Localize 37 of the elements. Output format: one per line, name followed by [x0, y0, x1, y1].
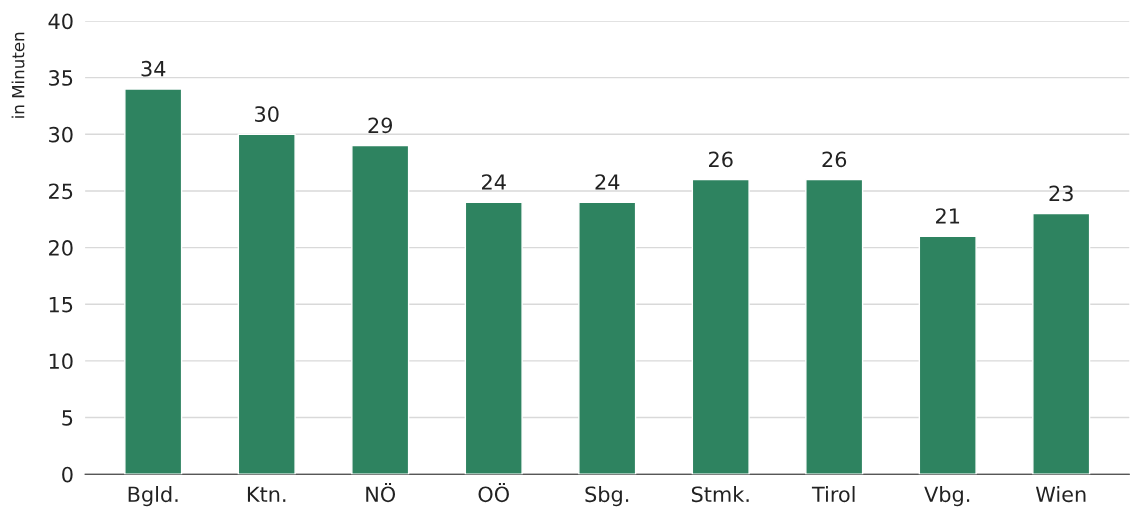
- bar: [237, 133, 296, 475]
- y-tick-label: 25: [49, 183, 73, 200]
- x-tick-label: Wien: [1035, 486, 1086, 503]
- x-tick-label: Bgld.: [128, 486, 178, 507]
- data-label: 21: [936, 208, 960, 224]
- x-tick-label: Ktn.: [247, 486, 286, 502]
- x-tick-label: Vbg.: [924, 486, 970, 507]
- y-tick-label: 35: [49, 70, 73, 86]
- bar: [464, 201, 523, 475]
- y-tick-label: 15: [49, 296, 73, 313]
- y-tick-label: 20: [49, 240, 73, 256]
- bar: [351, 144, 410, 475]
- x-tick-label: Tirol: [811, 486, 855, 503]
- bar: [918, 235, 977, 475]
- bar: [691, 178, 750, 475]
- data-label: 24: [482, 174, 506, 190]
- y-tick-label: 0: [62, 466, 73, 483]
- data-label: 26: [709, 151, 733, 168]
- x-tick-label: Sbg.: [585, 486, 629, 507]
- x-tick-label: Stmk.: [691, 486, 749, 503]
- y-axis-title: in Minuten: [11, 32, 25, 118]
- data-label: 30: [255, 106, 279, 122]
- data-label: 26: [822, 151, 847, 168]
- y-tick-label: 10: [49, 353, 73, 370]
- data-label: 24: [595, 174, 620, 190]
- bar: [124, 88, 183, 475]
- data-label: 34: [141, 60, 166, 77]
- x-tick-label: NÖ: [366, 482, 396, 503]
- data-label: 23: [1049, 185, 1073, 202]
- y-tick-label: 30: [49, 126, 73, 143]
- y-tick-label: 40: [48, 13, 73, 30]
- data-label: 29: [368, 117, 393, 134]
- bar: [805, 178, 864, 475]
- bar: [1032, 212, 1091, 475]
- bar: [578, 201, 637, 475]
- y-tick-label: 5: [62, 410, 73, 426]
- x-tick-label: OÖ: [478, 482, 509, 503]
